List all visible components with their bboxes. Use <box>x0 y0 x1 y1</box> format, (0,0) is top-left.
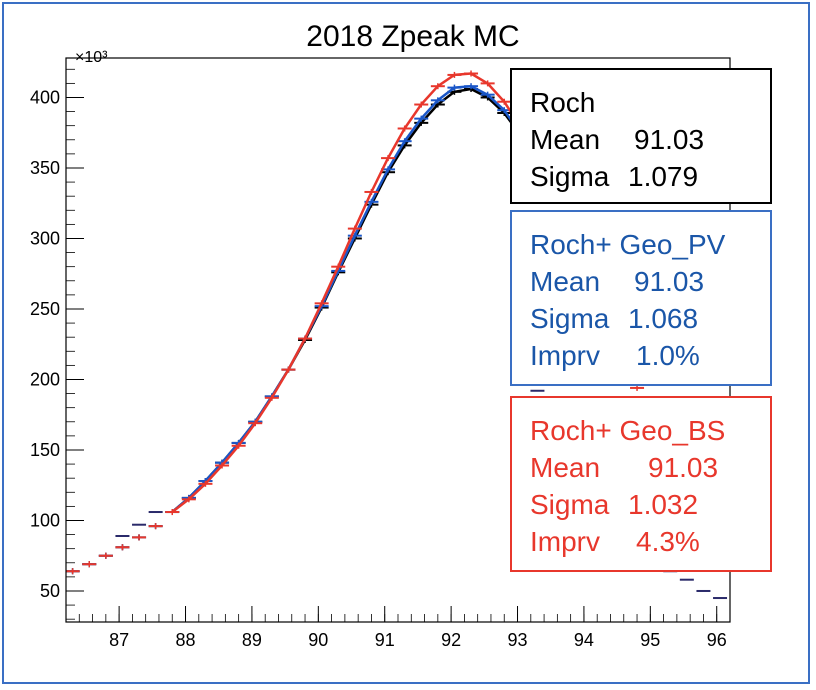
roch-title: Roch <box>530 87 596 118</box>
y-tick-label: 350 <box>30 158 60 178</box>
stats-box-geo-bs: Roch+ Geo_BS Mean 91.03 Sigma 1.032 Imprv 4… <box>510 396 772 572</box>
y-tick-label: 100 <box>30 510 60 530</box>
x-tick-label: 91 <box>375 630 395 650</box>
pv-sigma-label: Sigma <box>530 303 610 334</box>
roch-sigma-label: Sigma <box>530 161 610 192</box>
fit-curve <box>171 72 522 513</box>
bs-imprv-label: Imprv <box>530 526 600 557</box>
stats-box-roch: Roch Mean 91.03 Sigma 1.079 <box>510 68 772 204</box>
bs-mean-label: Mean <box>530 452 601 483</box>
pv-mean-value: 91.03 <box>634 266 705 297</box>
bs-title: Roch+ Geo_BS <box>530 415 726 446</box>
y-tick-label: 250 <box>30 299 60 319</box>
y-tick-label: 300 <box>30 228 60 248</box>
chart-title: 2018 Zpeak MC <box>306 20 519 53</box>
roch-mean-label: Mean <box>530 124 601 155</box>
fit-curve <box>171 84 522 513</box>
fit-curve <box>171 87 522 513</box>
pv-imprv-value: 1.0% <box>636 340 700 371</box>
y-tick-label: 200 <box>30 369 60 389</box>
x-tick-label: 96 <box>707 630 727 650</box>
x-tick-label: 93 <box>508 630 528 650</box>
x-tick-label: 94 <box>574 630 594 650</box>
x-tick-label: 89 <box>242 630 262 650</box>
pv-sigma-value: 1.068 <box>628 303 699 334</box>
pv-mean-label: Mean <box>530 266 601 297</box>
bs-mean-value: 91.03 <box>648 452 719 483</box>
x-tick-label: 87 <box>109 630 129 650</box>
x-tick-label: 88 <box>176 630 196 650</box>
bs-imprv-value: 4.3% <box>636 526 700 557</box>
pv-imprv-label: Imprv <box>530 340 600 371</box>
y-tick-label: 400 <box>30 87 60 107</box>
y-tick-label: 50 <box>40 581 60 601</box>
bs-sigma-value: 1.032 <box>628 489 699 520</box>
roch-mean-value: 91.03 <box>634 124 705 155</box>
roch-sigma-value: 1.079 <box>628 161 699 192</box>
y-tick-label: 150 <box>30 440 60 460</box>
pv-title: Roch+ Geo_PV <box>530 229 726 260</box>
stats-box-geo-pv: Roch+ Geo_PV Mean 91.03 Sigma 1.068 Imprv 1… <box>510 210 772 386</box>
bs-sigma-label: Sigma <box>530 489 610 520</box>
x-tick-label: 90 <box>308 630 328 650</box>
x-tick-label: 95 <box>640 630 660 650</box>
x-tick-label: 92 <box>441 630 461 650</box>
